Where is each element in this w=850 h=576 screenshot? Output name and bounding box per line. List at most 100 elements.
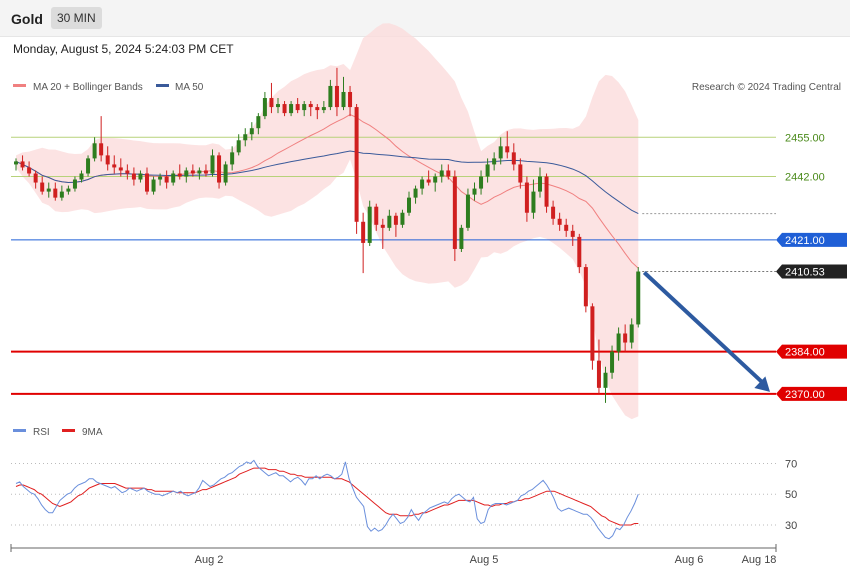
candle xyxy=(374,203,379,231)
candle xyxy=(177,164,182,180)
candle xyxy=(243,128,248,147)
rsi-legend-label: RSI xyxy=(33,427,50,438)
candle xyxy=(479,170,484,195)
candle xyxy=(262,91,267,120)
candle xyxy=(308,101,313,117)
candle-body xyxy=(190,170,195,174)
moving-averages xyxy=(15,114,639,269)
candle xyxy=(276,98,280,114)
candle-body xyxy=(557,218,562,225)
candle xyxy=(112,155,117,174)
candle xyxy=(125,164,130,180)
candle xyxy=(282,101,287,117)
time-axis: Aug 2 Aug 5 Aug 6 Aug 18 xyxy=(10,544,777,566)
candle xyxy=(302,101,307,117)
candle xyxy=(256,113,261,135)
candle-body xyxy=(269,98,274,108)
candle-body xyxy=(636,271,641,325)
candle xyxy=(551,200,556,225)
candle-body xyxy=(328,85,333,108)
candle xyxy=(53,182,58,201)
candle-body xyxy=(459,227,464,249)
candle xyxy=(289,101,294,117)
candle xyxy=(72,176,77,192)
candle-body xyxy=(289,104,294,114)
candle-body xyxy=(249,128,254,135)
candle-body xyxy=(315,107,320,111)
rsi-tick-label: 50 xyxy=(785,489,797,501)
candle-body xyxy=(112,164,117,168)
candle xyxy=(20,155,25,171)
candle-body xyxy=(92,143,97,159)
candle-body xyxy=(66,188,71,192)
candle xyxy=(485,158,490,183)
forecast-arrow xyxy=(642,271,770,392)
level-label-pivot: 2421.00 xyxy=(785,235,825,247)
candle xyxy=(498,137,503,165)
candle xyxy=(629,318,634,349)
candle xyxy=(145,167,149,195)
candle-body xyxy=(262,98,267,117)
candle xyxy=(590,303,595,370)
candle-body xyxy=(603,372,608,388)
candle-body xyxy=(564,224,569,231)
symbol-title: Gold xyxy=(11,11,43,27)
candle-body xyxy=(367,206,372,243)
candle xyxy=(564,218,569,237)
candle-body xyxy=(387,215,392,228)
candle xyxy=(596,339,601,394)
candle xyxy=(249,122,254,141)
candle-body xyxy=(531,191,536,213)
candle xyxy=(217,152,222,189)
candle xyxy=(400,209,405,228)
candle-body xyxy=(158,176,163,180)
candle xyxy=(577,233,582,274)
rsi-ma-line xyxy=(15,467,639,526)
candle xyxy=(171,170,176,186)
candle-body xyxy=(40,182,45,192)
level-label-support: 2370.00 xyxy=(785,389,825,401)
candle-body xyxy=(282,104,287,114)
candle-body xyxy=(439,170,444,177)
candle-body xyxy=(465,194,470,228)
candle xyxy=(426,170,431,186)
time-tick-label: Aug 18 xyxy=(742,554,777,566)
candle-body xyxy=(295,104,300,111)
level-label-last: 2410.53 xyxy=(785,267,825,279)
candle-body xyxy=(223,164,228,183)
candle xyxy=(610,345,615,379)
candle xyxy=(223,161,228,186)
candle xyxy=(203,164,208,177)
candle-body xyxy=(472,188,477,195)
candle xyxy=(341,76,346,111)
candle-body xyxy=(518,164,523,183)
candle xyxy=(236,134,241,156)
level-label-resistance: 2442.00 xyxy=(785,172,825,184)
candle xyxy=(544,173,549,213)
candle xyxy=(164,170,169,189)
timeframe-button[interactable]: 30 MIN xyxy=(51,7,102,29)
level-tag-last xyxy=(776,264,847,279)
candle xyxy=(295,98,300,114)
candle xyxy=(118,158,123,177)
price-levels xyxy=(11,136,776,395)
candle-body xyxy=(570,230,575,237)
candle-body xyxy=(276,104,280,108)
candle xyxy=(616,327,621,361)
candle xyxy=(14,158,18,171)
candle xyxy=(511,143,516,171)
candle xyxy=(27,161,32,177)
ma50-legend-swatch xyxy=(156,84,169,87)
candle xyxy=(315,104,320,120)
candle-body xyxy=(623,333,628,343)
candle-body xyxy=(446,170,451,177)
bollinger-band xyxy=(16,23,639,420)
candle xyxy=(472,182,477,201)
candle xyxy=(348,85,353,117)
time-tick-label: Aug 5 xyxy=(470,554,499,566)
candle-body xyxy=(33,173,38,183)
candles xyxy=(14,67,641,403)
candle xyxy=(465,188,470,231)
candle-body xyxy=(596,360,601,388)
